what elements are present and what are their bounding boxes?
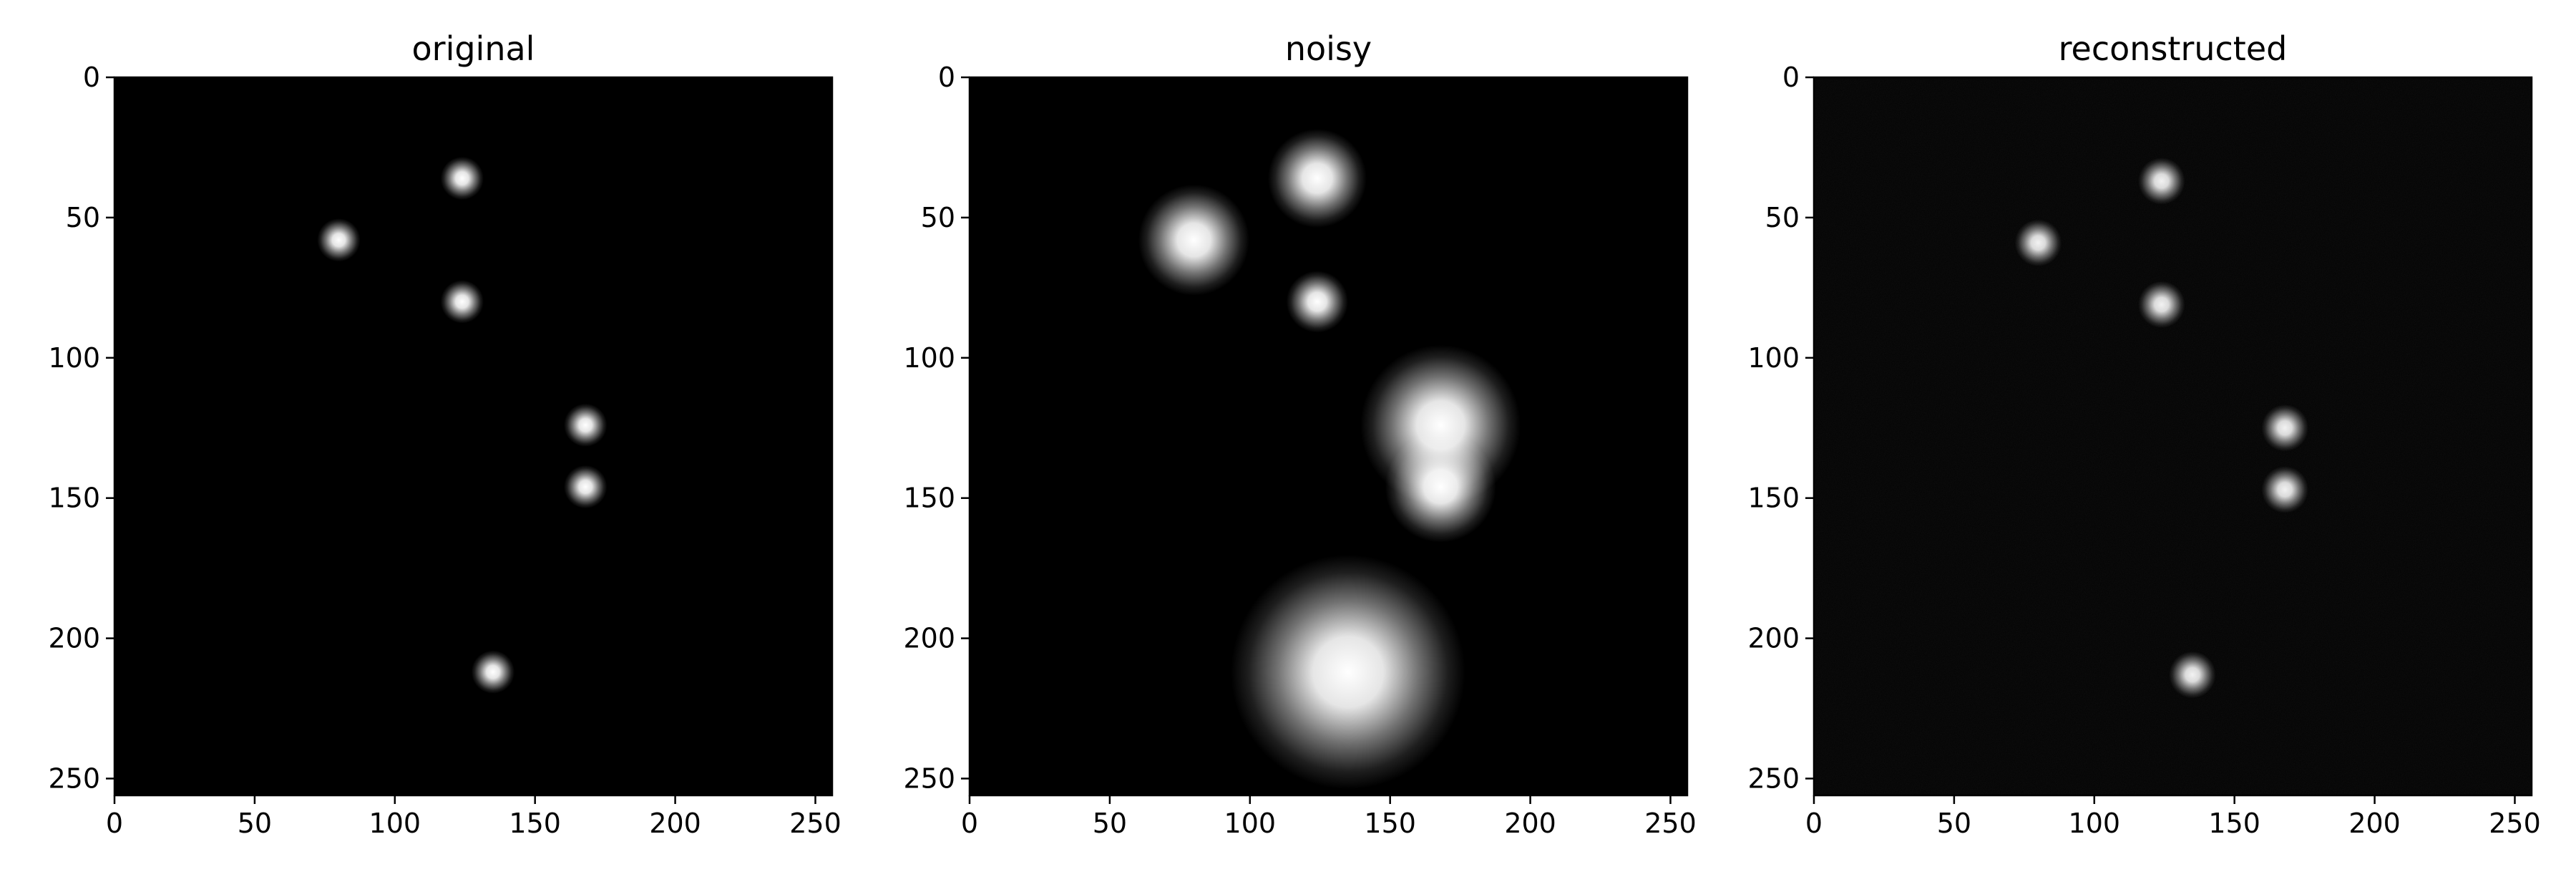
panel-title: noisy [1285,29,1372,68]
x-tick-label: 150 [2208,808,2260,839]
x-tick-label: 100 [2069,808,2121,839]
x-tick-label: 200 [649,808,701,839]
bright-spot [317,218,361,262]
axes-frame [113,76,834,797]
y-tick-label: 50 [66,202,100,233]
x-tick-label: 0 [961,808,978,839]
panel-title: reconstructed [2059,29,2288,68]
bright-spot [440,280,484,324]
x-tick-label: 100 [1224,808,1277,839]
y-tick-label: 200 [903,623,955,654]
bright-spot [2261,404,2308,452]
bright-spot [2138,158,2185,205]
x-tick-label: 200 [1504,808,1556,839]
y-tick-label: 100 [903,342,955,374]
bright-spot [2014,219,2062,266]
axes-frame [1813,76,2533,797]
y-tick-label: 250 [903,762,955,794]
bright-spot [564,465,608,509]
x-tick-label: 100 [369,808,421,839]
x-tick-label: 150 [509,808,561,839]
bright-spot [564,403,608,447]
bright-spot [1138,184,1250,296]
y-tick-label: 0 [938,62,955,93]
y-tick-label: 250 [48,762,100,794]
y-tick-label: 200 [1747,623,1800,654]
y-tick-label: 150 [1747,483,1800,514]
y-tick-label: 150 [903,483,955,514]
x-tick-label: 50 [1937,808,1971,839]
y-tick-label: 150 [48,483,100,514]
bright-spot [1286,271,1348,333]
panel-title: original [412,29,535,68]
bright-spot [440,156,484,200]
bright-spot [2138,281,2185,329]
bright-spot [2261,466,2308,513]
bright-spot [1385,431,1496,543]
axes-frame [968,76,1689,797]
y-tick-label: 250 [1747,762,1800,794]
y-tick-label: 100 [48,342,100,374]
y-tick-label: 0 [83,62,100,93]
x-tick-label: 50 [1093,808,1127,839]
y-tick-label: 50 [921,202,955,233]
x-tick-label: 250 [2489,808,2541,839]
x-tick-label: 200 [2348,808,2401,839]
x-tick-label: 150 [1364,808,1416,839]
y-tick-label: 0 [1782,62,1800,93]
bright-spot [2169,651,2216,699]
x-tick-label: 250 [789,808,841,839]
x-tick-label: 0 [106,808,123,839]
bright-spot [1267,129,1367,228]
x-tick-label: 50 [238,808,272,839]
x-tick-label: 250 [1644,808,1697,839]
bright-spot [471,650,515,694]
y-tick-label: 50 [1765,202,1800,233]
x-tick-label: 0 [1805,808,1823,839]
y-tick-label: 200 [48,623,100,654]
bright-spot [1231,554,1465,790]
y-tick-label: 100 [1747,342,1800,374]
